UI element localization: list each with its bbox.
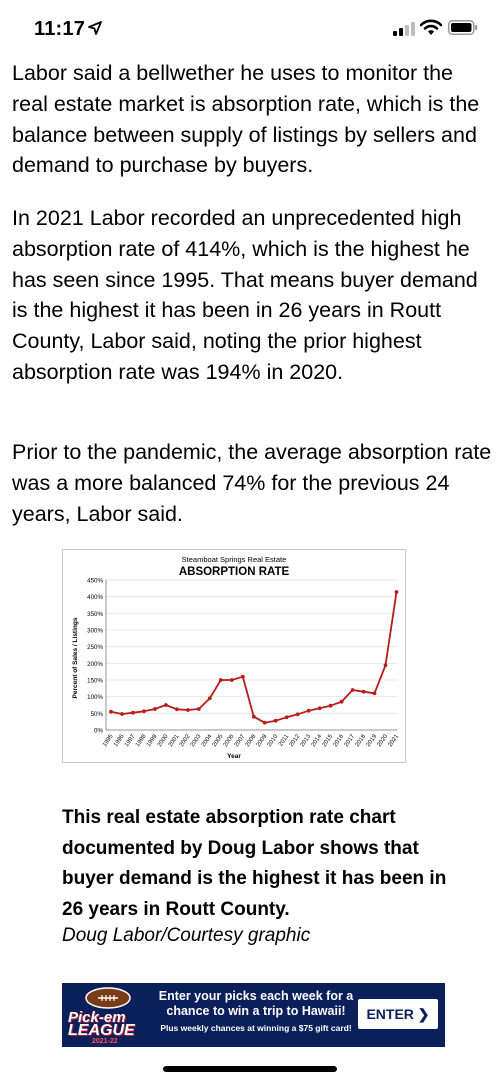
data-point xyxy=(328,703,333,708)
y-axis-label: Percent of Sales / Listings xyxy=(72,617,79,698)
data-point xyxy=(317,706,322,711)
ad-headline: Enter your picks each week for a chance … xyxy=(158,989,354,1018)
data-point xyxy=(153,707,157,711)
image-credit: Doug Labor/Courtesy graphic xyxy=(62,925,311,946)
ad-logo-year: 2021-22 xyxy=(92,1038,118,1045)
y-tick-label: 300% xyxy=(87,628,103,635)
data-point xyxy=(273,718,278,723)
home-indicator[interactable] xyxy=(163,1066,337,1072)
chart-subtitle: Steamboat Springs Real Estate xyxy=(182,555,287,564)
image-caption: This real estate absorption rate chart d… xyxy=(62,807,447,920)
y-tick-label: 400% xyxy=(87,594,103,601)
chart-title: ABSORPTION RATE xyxy=(179,566,290,578)
data-point xyxy=(361,689,366,694)
article-paragraph: Prior to the pandemic, the average absor… xyxy=(12,440,492,526)
article-paragraph: Labor said a bellwether he uses to monit… xyxy=(12,61,480,178)
ad-logo: Pick-em LEAGUE 2021-22 xyxy=(62,983,154,1047)
chart-svg: Steamboat Springs Real Estate ABSORPTION … xyxy=(72,555,401,760)
y-tick-label: 350% xyxy=(87,611,103,618)
x-tick-label: 2021 xyxy=(388,733,401,748)
y-tick-label: 150% xyxy=(87,678,103,685)
data-point xyxy=(372,691,377,696)
data-point xyxy=(207,696,212,701)
ad-subtext: Plus weekly chances at winning a $75 gif… xyxy=(160,1023,352,1033)
x-tick-label: 2010 xyxy=(267,733,280,748)
data-point xyxy=(109,709,113,714)
wifi-icon xyxy=(420,19,442,35)
data-point xyxy=(350,688,355,692)
data-point xyxy=(186,708,190,712)
location-arrow-icon xyxy=(88,21,102,35)
article-paragraph: In 2021 Labor recorded an unprecedented … xyxy=(12,206,478,384)
ad-logo-line1: Pick-em xyxy=(68,1009,126,1026)
y-tick-label: 100% xyxy=(87,694,103,701)
cellular-signal-icon xyxy=(393,22,415,36)
data-point xyxy=(295,712,300,717)
data-point xyxy=(218,678,223,682)
y-tick-label: 250% xyxy=(87,644,103,651)
status-bar: 11:17 xyxy=(0,0,500,56)
ad-logo-line2: LEAGUE xyxy=(68,1022,135,1039)
football-icon xyxy=(85,987,131,1009)
data-point xyxy=(240,674,245,679)
series-line xyxy=(110,591,398,724)
data-point xyxy=(284,715,289,720)
data-point xyxy=(175,707,179,712)
data-point xyxy=(306,708,311,713)
y-tick-label: 0% xyxy=(94,728,103,735)
data-point xyxy=(120,712,124,716)
y-tick-label: 450% xyxy=(87,578,103,585)
y-tick-label: 50% xyxy=(91,711,104,718)
data-point xyxy=(383,663,388,668)
y-tick-label: 200% xyxy=(87,661,103,668)
data-point xyxy=(131,710,135,715)
status-time: 11:17 xyxy=(34,18,86,40)
data-point xyxy=(251,714,256,719)
data-point xyxy=(394,590,399,594)
data-point xyxy=(262,720,267,725)
data-point xyxy=(142,709,146,714)
battery-icon xyxy=(448,20,478,35)
x-axis-label: Year xyxy=(227,753,241,760)
absorption-rate-chart: Steamboat Springs Real Estate ABSORPTION … xyxy=(62,549,406,763)
ad-enter-button[interactable]: ENTER ❯ xyxy=(358,999,438,1029)
data-point xyxy=(339,699,344,704)
data-point xyxy=(229,678,234,682)
data-point xyxy=(196,707,201,711)
data-point xyxy=(164,703,168,707)
pick-em-league-ad[interactable]: Pick-em LEAGUE 2021-22 Enter your picks … xyxy=(62,983,445,1047)
